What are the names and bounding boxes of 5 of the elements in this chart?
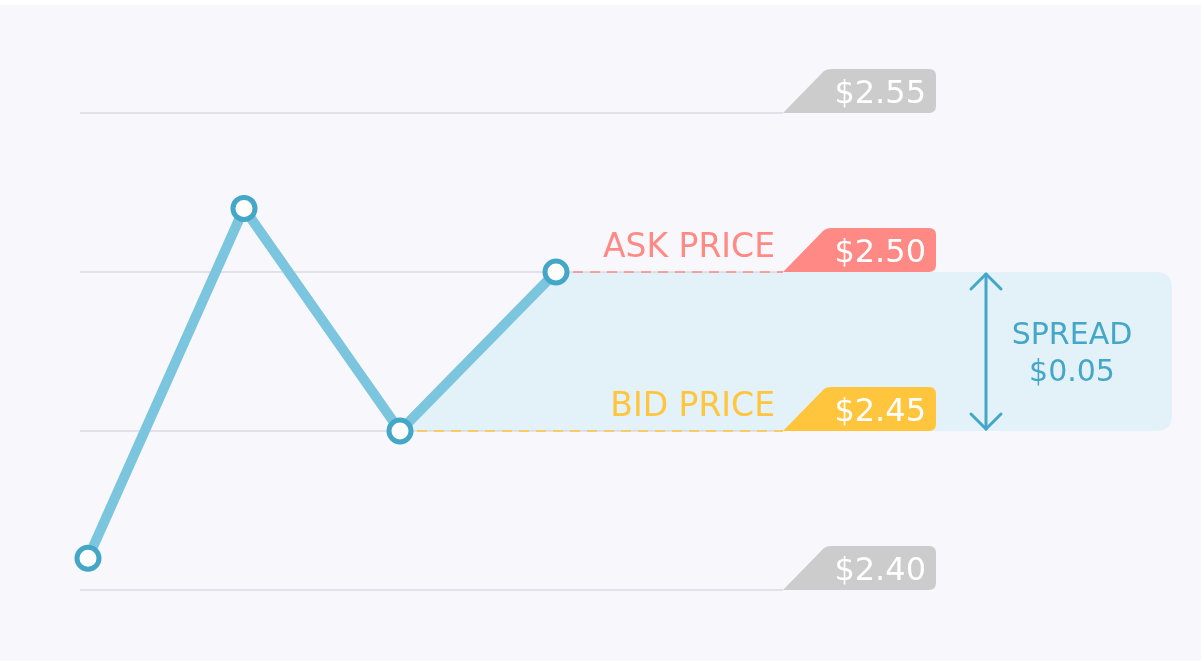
ref-line-label: ASK PRICE <box>602 226 775 265</box>
ref-line-label: BID PRICE <box>610 385 775 424</box>
y-tick-label: $2.50 <box>834 232 926 270</box>
band-label: SPREAD $0.05 <box>1011 316 1133 388</box>
y-tick-label: $2.45 <box>834 391 926 429</box>
